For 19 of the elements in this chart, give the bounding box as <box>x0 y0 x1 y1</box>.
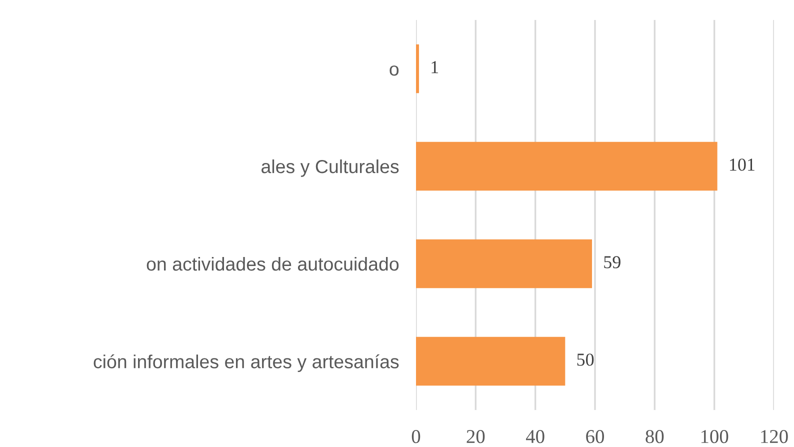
x-tick-label: 40 <box>526 430 544 444</box>
x-tick-label: 20 <box>466 430 485 444</box>
x-tick-label: 80 <box>646 430 664 444</box>
data-label: 1 <box>432 61 438 74</box>
bar <box>416 239 592 288</box>
bar <box>416 44 419 94</box>
y-tick-label: ción informales en artes y artesanías <box>94 354 399 372</box>
data-label: 101 <box>730 158 754 171</box>
x-tick-label: 0 <box>412 430 420 444</box>
x-tick-label: 100 <box>701 430 728 444</box>
y-tick-label: ales y Culturales <box>262 159 399 177</box>
x-tick-label: 60 <box>586 430 604 444</box>
data-label: 59 <box>604 256 620 268</box>
bar <box>416 142 718 191</box>
data-label: 50 <box>577 354 594 366</box>
y-tick-label: o <box>390 65 399 76</box>
y-tick-label: on actividades de autocuidado <box>146 256 399 271</box>
x-tick-label: 120 <box>761 430 788 444</box>
bar <box>416 336 566 386</box>
